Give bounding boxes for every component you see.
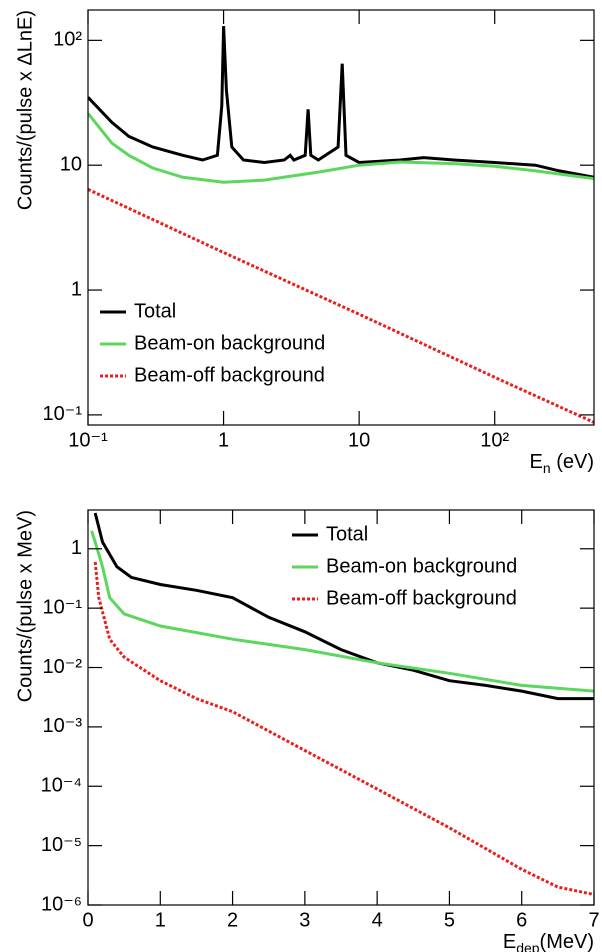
data-line [93, 512, 594, 701]
x-label-main: E [503, 931, 516, 952]
legend-label: Beam-on background [326, 555, 517, 577]
plot-frame [87, 509, 595, 906]
x-axis-label: Edep(MeV) [503, 931, 594, 952]
data-line [88, 112, 594, 184]
legend-label: Total [134, 300, 176, 322]
chart-panel: 0 1 2 3 4 5 6 7 10⁻⁶ 10⁻⁵ 10⁻⁴ 10⁻³ 10⁻² 10⁻¹ 1 Edep(Me… [14, 509, 600, 952]
x-label-sub: dep [516, 940, 540, 952]
x-axis-label: En (eV) [530, 451, 594, 475]
data-line [90, 530, 594, 693]
y-tick-label: 10 [60, 153, 82, 175]
x-tick-label: 5 [444, 909, 455, 931]
legend-label: Total [326, 523, 368, 545]
chart-panel: 10⁻¹ 1 10 10² 10⁻¹ 1 10 10² En (eV) Counts/(pulse… [14, 9, 595, 476]
y-tick-label: 10⁻⁵ [41, 834, 82, 856]
y-tick-label: 10² [53, 29, 82, 51]
x-tick-label: 0 [82, 909, 93, 931]
data-line [93, 561, 594, 896]
legend-label: Beam-off background [326, 587, 517, 609]
y-tick-label: 10⁻² [43, 656, 83, 678]
x-tick-label: 3 [299, 909, 310, 931]
data-line [88, 26, 594, 179]
y-tick-label: 1 [71, 278, 82, 300]
x-label-main: E [530, 451, 543, 473]
y-tick-label: 1 [71, 537, 82, 559]
x-tick-label: 2 [227, 909, 238, 931]
y-tick-label: 10⁻¹ [43, 403, 83, 425]
legend-label: Beam-on background [134, 332, 325, 354]
x-tick-label: 10 [348, 429, 370, 451]
x-tick-label: 10² [480, 429, 509, 451]
x-tick-label: 1 [218, 429, 229, 451]
y-tick-label: 10⁻⁶ [41, 893, 82, 915]
x-tick-label: 4 [372, 909, 383, 931]
legend-label: Beam-off background [134, 364, 325, 386]
y-axis-label: Counts/(pulse x MeV) [14, 510, 36, 702]
x-label-unit: (MeV) [540, 931, 594, 952]
x-label-sub: n [543, 460, 551, 476]
x-tick-label: 1 [155, 909, 166, 931]
y-axis-label: Counts/(pulse x ΔLnE) [14, 10, 36, 210]
y-tick-label: 10⁻³ [43, 715, 83, 737]
x-tick-label: 6 [516, 909, 527, 931]
x-label-unit: (eV) [551, 451, 594, 473]
y-tick-label: 10⁻¹ [43, 596, 83, 618]
plot-frame [87, 9, 595, 426]
x-tick-label: 10⁻¹ [68, 429, 108, 451]
y-tick-label: 10⁻⁴ [41, 775, 82, 797]
x-tick-label: 7 [588, 909, 599, 931]
